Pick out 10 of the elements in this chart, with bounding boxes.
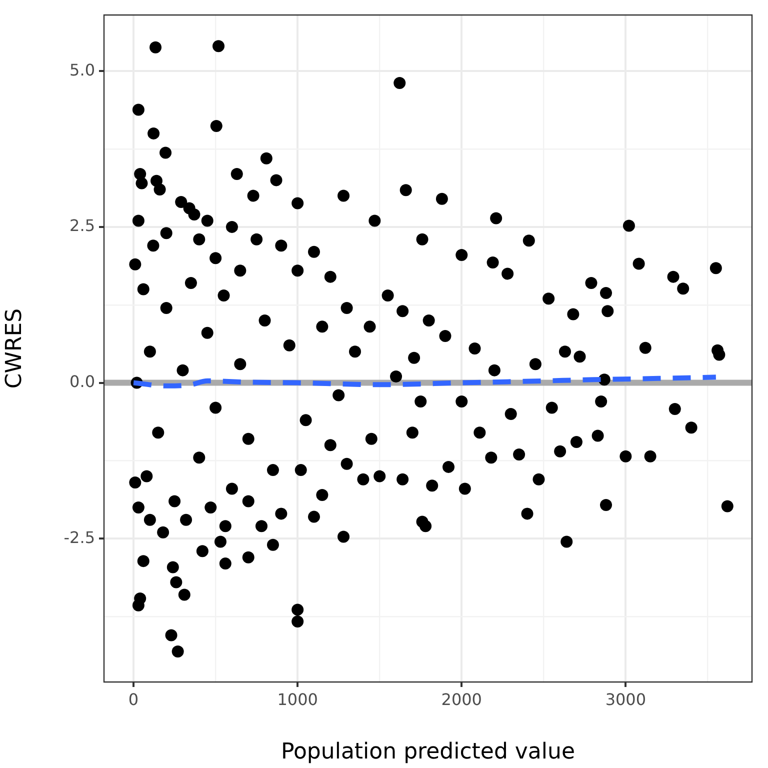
x-axis-title: Population predicted value <box>280 740 576 765</box>
y-tick-label: -2.5 <box>64 528 95 547</box>
x-tick-label: 0 <box>128 690 139 709</box>
y-tick-label: 5.0 <box>70 60 95 80</box>
y-tick-label: 0.0 <box>70 372 95 391</box>
x-tick-label: 1000 <box>277 690 318 709</box>
x-tick-label: 2000 <box>441 690 482 709</box>
x-tick-label: 3000 <box>605 690 646 709</box>
y-tick-label: 2.5 <box>70 216 95 236</box>
y-axis-title: CWRES <box>2 308 27 389</box>
